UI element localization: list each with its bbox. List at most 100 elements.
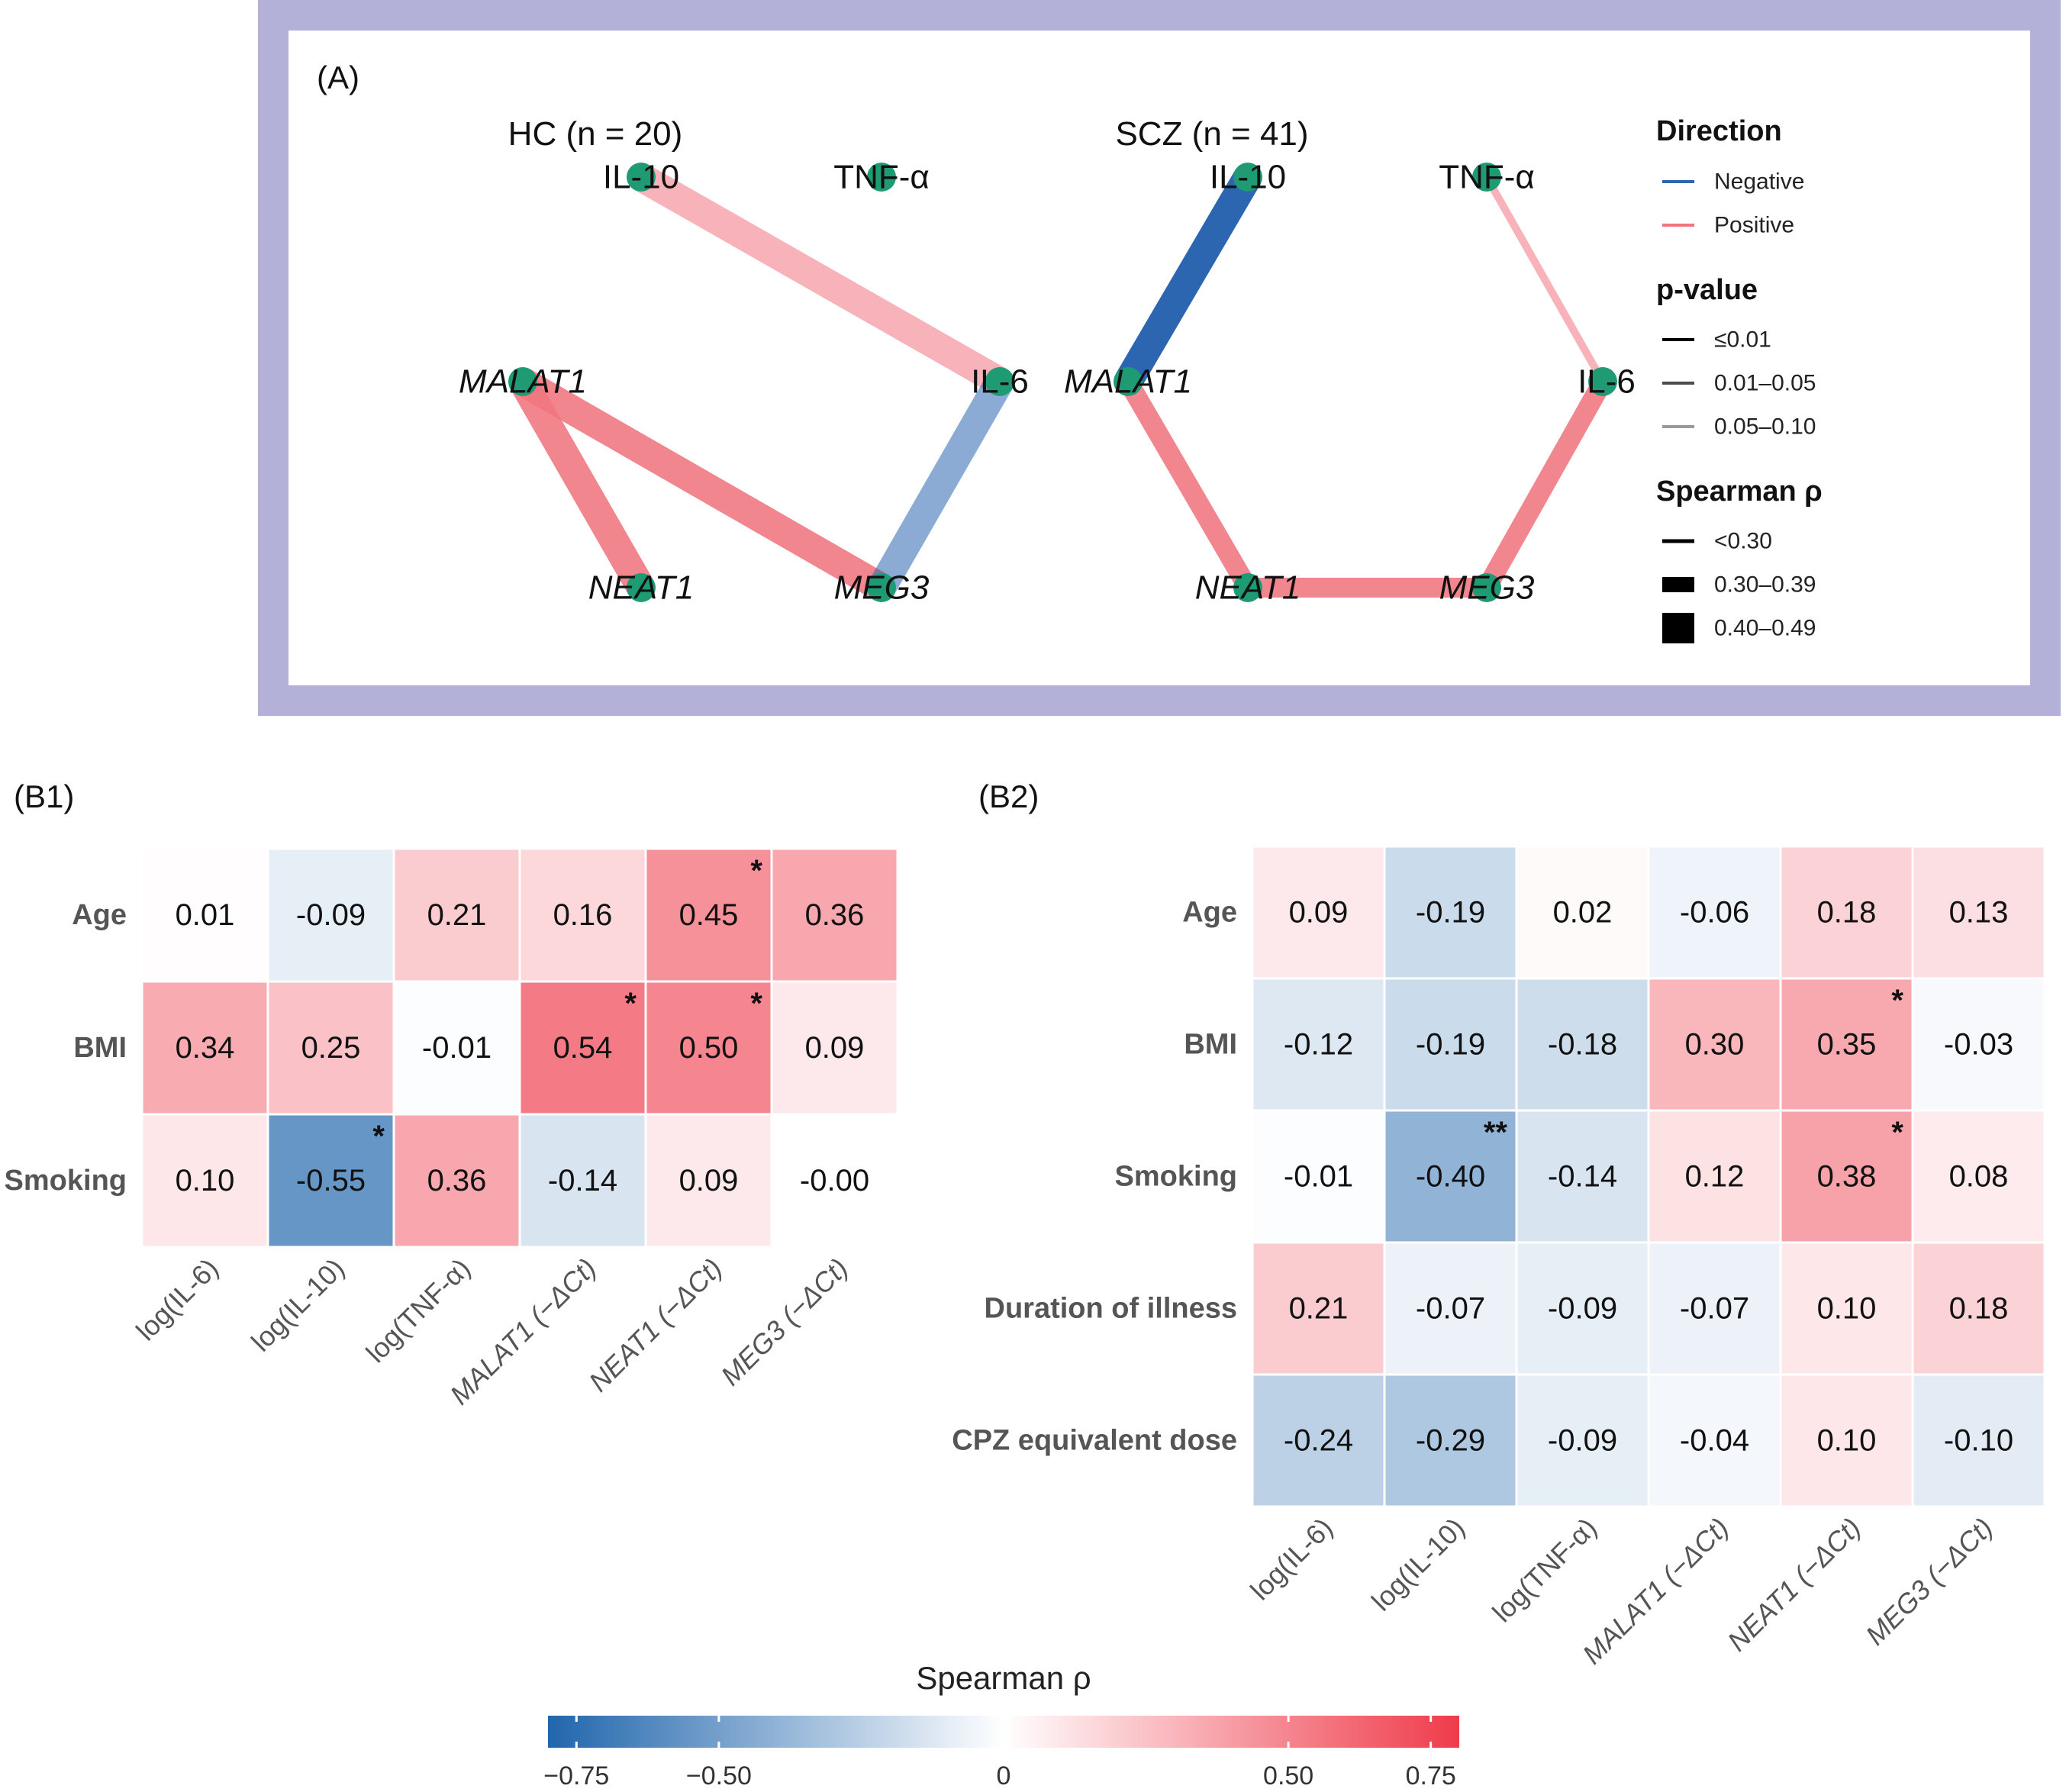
- column-label: log(TNF-α): [1486, 1512, 1603, 1629]
- cell-value: -0.04: [1680, 1424, 1749, 1458]
- heatmap-cell: [1647, 1373, 1782, 1508]
- significance-star: **: [1484, 1116, 1508, 1149]
- cell-value: -0.19: [1416, 1028, 1485, 1062]
- heatmap-cell: [1251, 845, 1386, 980]
- column-label: NEAT1 (−ΔCt): [1721, 1512, 1867, 1658]
- row-label: BMI: [73, 1032, 127, 1064]
- cell-value: 0.10: [1817, 1292, 1877, 1326]
- heatmap-cell: [1911, 845, 2046, 980]
- legend-title: Spearman ρ: [1656, 475, 1823, 508]
- cell-value: -0.01: [422, 1031, 492, 1065]
- network-0: HC (n = 20) IL-10 TNF-α MALAT1 IL-6 NEAT1 MEG3: [459, 115, 1029, 607]
- row-label: BMI: [1184, 1029, 1237, 1061]
- heatmap-cell: [644, 847, 773, 983]
- row-label: Age: [72, 899, 127, 931]
- heatmap-cell: [1515, 1373, 1650, 1508]
- network-node-label: IL-10: [603, 159, 679, 196]
- legend-label: 0.01–0.05: [1714, 371, 1816, 396]
- legend-title: p-value: [1656, 274, 1758, 306]
- heatmap-cell: [1647, 977, 1782, 1112]
- significance-star: *: [750, 987, 762, 1020]
- network-node: [1233, 163, 1262, 192]
- heatmap-cell: [392, 847, 521, 983]
- heatmap-cell: [1911, 1373, 2046, 1508]
- cell-value: 0.18: [1949, 1292, 2009, 1326]
- cell-value: 0.09: [1289, 896, 1349, 930]
- panel-label: (B1): [14, 778, 74, 814]
- network-1: SCZ (n = 41) IL-10 TNF-α MALAT1 IL-6 NEAT1 MEG…: [1064, 115, 1636, 607]
- colorbar: Spearman ρ −0.75 −0.50 0 0.50 0.75: [543, 1660, 1459, 1790]
- cell-value: -0.29: [1416, 1424, 1485, 1458]
- colorbar-title: Spearman ρ: [916, 1660, 1091, 1696]
- cell-value: 0.18: [1817, 896, 1877, 930]
- cell-value: -0.12: [1284, 1028, 1353, 1062]
- heatmap-cell: [1779, 1241, 1914, 1376]
- heatmap-cell: [1911, 977, 2046, 1112]
- column-label: log(IL-6): [1244, 1512, 1339, 1607]
- network-node-label: IL-6: [971, 363, 1029, 401]
- heatmap-cell: [1515, 1109, 1650, 1244]
- row-label: CPZ equivalent dose: [952, 1425, 1237, 1457]
- colorbar-tick-label: −0.50: [686, 1761, 752, 1790]
- significance-star: *: [750, 854, 762, 888]
- network-node: [867, 163, 896, 192]
- network-node-label: MEG3: [834, 569, 930, 607]
- heatmap-cell: [1647, 1109, 1782, 1244]
- network-node-label: NEAT1: [1195, 569, 1301, 607]
- cell-value: -0.09: [296, 898, 366, 932]
- heatmap-cell: [770, 1113, 899, 1249]
- cell-value: 0.38: [1817, 1160, 1877, 1194]
- cell-value: -0.09: [1548, 1292, 1617, 1326]
- network-node: [985, 367, 1014, 396]
- cell-value: 0.25: [301, 1031, 361, 1065]
- network-node: [867, 573, 896, 602]
- network-edge: [1478, 376, 1612, 593]
- row-label: Age: [1182, 897, 1237, 929]
- heatmap-cell: [1383, 1373, 1518, 1508]
- cell-value: -0.10: [1944, 1424, 2013, 1458]
- heatmap-cell: [644, 1113, 773, 1249]
- panel-a-frame: [258, 0, 2061, 716]
- column-label: log(TNF-α): [359, 1252, 476, 1369]
- cell-value: -0.14: [548, 1164, 617, 1197]
- cell-value: 0.12: [1685, 1160, 1745, 1194]
- row-label: Smoking: [1115, 1161, 1237, 1193]
- cell-value: -0.00: [800, 1164, 869, 1197]
- cell-value: 0.30: [1685, 1028, 1745, 1062]
- cell-value: 0.09: [679, 1164, 739, 1197]
- column-label: log(IL-6): [130, 1252, 224, 1347]
- network-edge: [515, 369, 889, 601]
- cell-value: -0.09: [1548, 1424, 1617, 1458]
- network-node: [1588, 367, 1617, 396]
- cell-value: 0.36: [427, 1164, 487, 1197]
- network-node-label: IL-10: [1210, 159, 1286, 196]
- row-label: Duration of illness: [985, 1293, 1237, 1325]
- network-node: [627, 163, 656, 192]
- cell-value: 0.50: [679, 1031, 739, 1065]
- heatmap-1: (B1) 0.01 -0.09 0.21 0.16 0.45 * 0.36 0.34 0.25 -0…: [5, 778, 899, 1410]
- column-label: log(IL-10): [1365, 1512, 1471, 1617]
- legend-swatch: [1662, 577, 1694, 592]
- legend-swatch: [1662, 539, 1694, 543]
- network-edge: [1115, 169, 1261, 389]
- cell-value: 0.34: [176, 1031, 235, 1065]
- heatmap-cell: [1779, 1373, 1914, 1508]
- network-node: [508, 367, 537, 396]
- cell-value: 0.10: [176, 1164, 235, 1197]
- network-edge: [510, 374, 654, 595]
- heatmap-cell: [140, 980, 269, 1116]
- heatmap-cell: [1383, 845, 1518, 980]
- cell-value: -0.07: [1416, 1292, 1485, 1326]
- legend-label: 0.40–0.49: [1714, 616, 1816, 641]
- heatmap-2: (B2) 0.09 -0.19 0.02 -0.06 0.18 0.13 -0.12 -0.19…: [952, 778, 2046, 1670]
- cell-value: 0.02: [1553, 896, 1613, 930]
- network-title: SCZ (n = 41): [1115, 115, 1308, 153]
- cell-value: -0.01: [1284, 1160, 1353, 1194]
- cell-value: 0.21: [427, 898, 487, 932]
- network-edge: [1483, 175, 1607, 384]
- heatmap-cell: [266, 980, 395, 1116]
- cell-value: -0.24: [1284, 1424, 1353, 1458]
- cell-value: 0.54: [553, 1031, 613, 1065]
- column-label: MEG3 (−ΔCt): [1859, 1512, 1999, 1652]
- significance-star: *: [1891, 1116, 1903, 1149]
